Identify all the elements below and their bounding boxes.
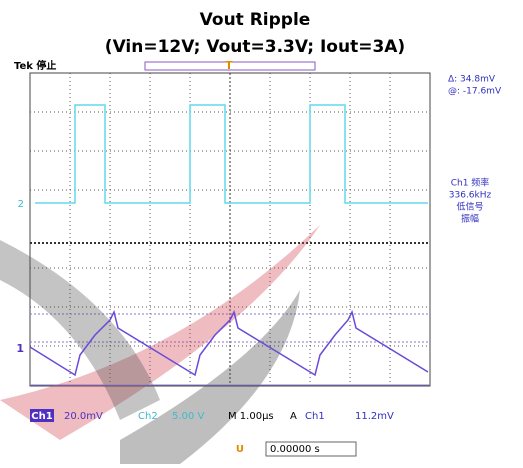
ch1-marker: 1 xyxy=(16,342,24,355)
ch1-waveform xyxy=(29,309,429,377)
trig-level: 11.2mV xyxy=(355,411,394,422)
status: Tek 停止 xyxy=(14,59,56,72)
measurements: Δ: 34.8mV @: -17.6mV Ch1 频率 336.6kHz 低信号… xyxy=(448,75,502,225)
record-bar xyxy=(144,61,316,71)
ch2-label: Ch2 xyxy=(138,411,158,422)
ch2-marker: 2 xyxy=(18,199,24,210)
timebase: M 1.00µs xyxy=(228,411,274,422)
trigger-marker: T xyxy=(225,59,233,72)
delta: Δ: 34.8mV xyxy=(448,75,496,85)
title: Vout Ripple xyxy=(200,10,311,30)
watermark xyxy=(0,225,320,440)
u-label: U xyxy=(236,444,244,455)
position: 0.00000 s xyxy=(270,444,320,455)
meas-note: 振幅 xyxy=(461,213,479,225)
ch1-scale: 20.0mV xyxy=(64,411,103,422)
ch1-label: Ch1 xyxy=(31,411,52,422)
watermark xyxy=(0,240,160,420)
footer: Ch1 20.0mV Ch2 5.00 V M 1.00µs A Ch1 11.… xyxy=(30,409,394,457)
subtitle: (Vin=12V; Vout=3.3V; Iout=3A) xyxy=(105,37,405,57)
meas-value: 336.6kHz xyxy=(449,191,492,201)
watermark xyxy=(120,290,300,464)
ch2-waveform xyxy=(35,104,428,204)
ch2-scale: 5.00 V xyxy=(172,411,204,422)
meas-name: Ch1 频率 xyxy=(451,177,490,189)
trig-src: Ch1 xyxy=(305,411,325,422)
meas-note: 低信号 xyxy=(456,201,483,213)
trig-mode: A xyxy=(290,411,297,422)
at: @: -17.6mV xyxy=(448,87,502,97)
